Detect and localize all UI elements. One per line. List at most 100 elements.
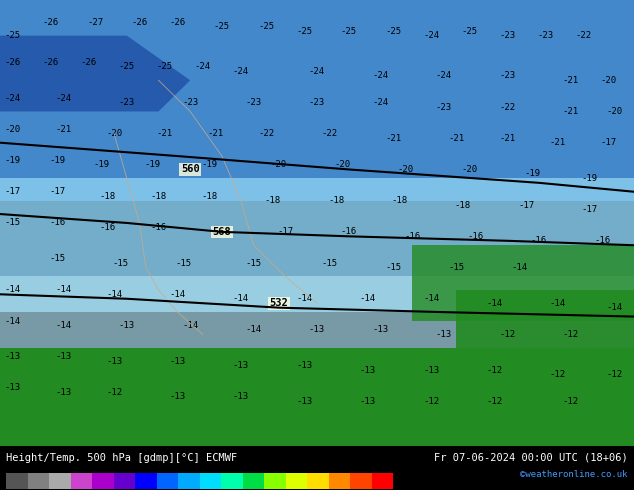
Text: -14: -14 [359, 294, 376, 303]
Text: -14: -14 [169, 290, 186, 299]
Text: -25: -25 [214, 22, 230, 31]
Text: -15: -15 [176, 259, 192, 268]
Text: -25: -25 [157, 62, 173, 72]
Polygon shape [412, 245, 634, 321]
Text: -13: -13 [372, 325, 389, 335]
Text: -13: -13 [4, 352, 21, 361]
Text: -22: -22 [575, 31, 592, 40]
Text: -26: -26 [4, 58, 21, 67]
Text: -20: -20 [4, 125, 21, 134]
Text: -23: -23 [245, 98, 262, 107]
Text: -13: -13 [4, 384, 21, 392]
Text: -23: -23 [499, 72, 515, 80]
Text: -12: -12 [486, 366, 503, 374]
Text: -14: -14 [182, 321, 198, 330]
Polygon shape [456, 290, 634, 366]
Text: -23: -23 [499, 31, 515, 40]
Text: -25: -25 [119, 62, 135, 72]
Text: -20: -20 [607, 107, 623, 116]
Text: 560: 560 [181, 165, 200, 174]
Text: -18: -18 [391, 196, 408, 205]
Text: -16: -16 [467, 232, 484, 241]
Text: -12: -12 [562, 397, 579, 406]
Text: -13: -13 [233, 392, 249, 401]
Text: -24: -24 [309, 67, 325, 76]
Bar [372, 473, 393, 489]
Text: -14: -14 [550, 299, 566, 308]
Text: -14: -14 [296, 294, 313, 303]
Text: -14: -14 [607, 303, 623, 312]
Text: -25: -25 [385, 27, 401, 36]
Bar [286, 473, 307, 489]
Text: -18: -18 [201, 192, 217, 201]
Text: -17: -17 [4, 187, 21, 196]
Text: -23: -23 [182, 98, 198, 107]
Bar [93, 473, 113, 489]
Text: -14: -14 [4, 317, 21, 325]
Bar [243, 473, 264, 489]
Text: -13: -13 [55, 352, 72, 361]
Text: -13: -13 [233, 361, 249, 370]
Text: -13: -13 [423, 366, 439, 374]
Text: -24: -24 [233, 67, 249, 76]
Text: -26: -26 [42, 58, 59, 67]
Text: -17: -17 [214, 227, 230, 236]
Text: -17: -17 [581, 205, 598, 214]
Text: -25: -25 [340, 27, 357, 36]
Text: -21: -21 [448, 134, 465, 143]
Text: -22: -22 [321, 129, 338, 138]
Text: -12: -12 [486, 397, 503, 406]
Text: -13: -13 [359, 366, 376, 374]
Text: -12: -12 [106, 388, 122, 397]
Text: -19: -19 [49, 156, 65, 165]
Text: -18: -18 [150, 192, 167, 201]
Text: -27: -27 [87, 18, 103, 27]
Text: -15: -15 [321, 259, 338, 268]
Text: -17: -17 [518, 200, 534, 210]
Bar [28, 473, 49, 489]
Text: -16: -16 [100, 223, 116, 232]
Text: -13: -13 [119, 321, 135, 330]
Text: 568: 568 [212, 227, 231, 237]
Text: -24: -24 [436, 72, 452, 80]
Text: -23: -23 [309, 98, 325, 107]
Text: -24: -24 [55, 94, 72, 102]
Text: -12: -12 [607, 370, 623, 379]
Text: -13: -13 [436, 330, 452, 339]
Text: -15: -15 [245, 259, 262, 268]
Text: -21: -21 [157, 129, 173, 138]
Text: -13: -13 [296, 397, 313, 406]
Text: -18: -18 [100, 192, 116, 201]
Text: -14: -14 [486, 299, 503, 308]
Text: -13: -13 [309, 325, 325, 335]
Text: -19: -19 [201, 161, 217, 170]
Text: -26: -26 [81, 58, 97, 67]
Bar [328, 473, 350, 489]
Text: -15: -15 [385, 263, 401, 272]
Text: -13: -13 [359, 397, 376, 406]
Text: -26: -26 [169, 18, 186, 27]
Text: -18: -18 [328, 196, 344, 205]
Text: -13: -13 [169, 357, 186, 366]
Text: -20: -20 [461, 165, 477, 174]
Text: -17: -17 [277, 227, 294, 236]
Text: -13: -13 [106, 357, 122, 366]
Text: -14: -14 [512, 263, 528, 272]
Bar [350, 473, 372, 489]
Text: -22: -22 [258, 129, 275, 138]
Text: -13: -13 [169, 392, 186, 401]
Text: -19: -19 [524, 170, 541, 178]
Text: -21: -21 [207, 129, 224, 138]
Text: -19: -19 [581, 174, 598, 183]
Bar [200, 473, 221, 489]
Text: -18: -18 [455, 200, 471, 210]
Text: -21: -21 [55, 125, 72, 134]
Text: -13: -13 [296, 361, 313, 370]
Text: -15: -15 [49, 254, 65, 263]
Text: -21: -21 [562, 76, 579, 85]
Text: -24: -24 [372, 98, 389, 107]
Bar [307, 473, 328, 489]
Text: -12: -12 [499, 330, 515, 339]
Text: -23: -23 [537, 31, 553, 40]
Text: -16: -16 [340, 227, 357, 236]
